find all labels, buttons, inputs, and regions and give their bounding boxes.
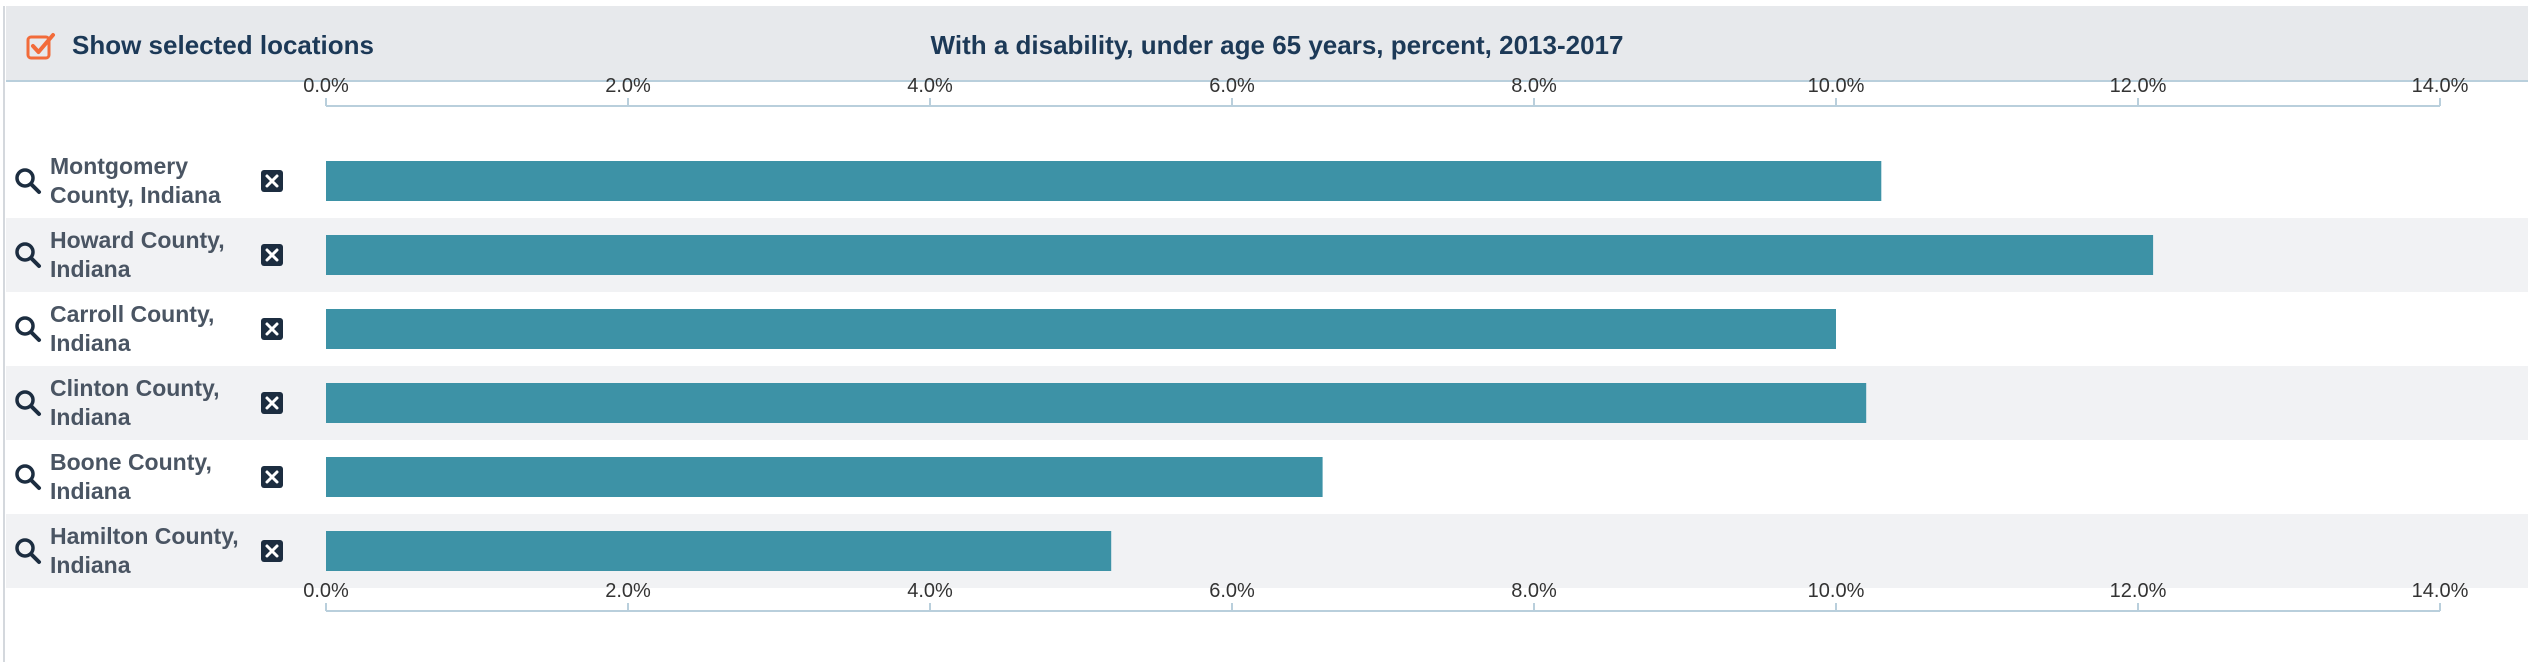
location-label: Clinton County, Indiana [50, 374, 260, 432]
location-label: Boone County, Indiana [50, 448, 260, 506]
search-icon[interactable] [14, 463, 42, 491]
x-tick-label: 6.0% [1209, 75, 1255, 97]
close-icon[interactable] [260, 317, 284, 341]
bar [326, 309, 1836, 349]
show-selected-locations-label: Show selected locations [72, 30, 374, 60]
search-icon[interactable] [14, 241, 42, 269]
x-tick-label: 10.0% [1808, 75, 1865, 97]
x-tick-label: 6.0% [1209, 580, 1255, 602]
search-icon[interactable] [14, 389, 42, 417]
x-tick-label: 4.0% [907, 580, 953, 602]
show-selected-locations-toggle[interactable]: Show selected locations [26, 30, 374, 61]
location-label-line: Hamilton County, [50, 523, 239, 549]
close-icon[interactable] [260, 391, 284, 415]
chart-title: With a disability, under age 65 years, p… [930, 30, 1624, 60]
bar [326, 235, 2154, 275]
search-icon[interactable] [14, 167, 42, 195]
x-tick-label: 12.0% [2110, 75, 2167, 97]
location-label: Montgomery County, Indiana [50, 152, 260, 210]
location-label-line: Montgomery [50, 153, 188, 179]
x-tick-label: 0.0% [303, 580, 349, 602]
location-label-line: Indiana [50, 330, 131, 356]
location-label-line: Howard County, [50, 227, 225, 253]
search-icon[interactable] [14, 537, 42, 565]
location-label-line: Carroll County, [50, 301, 215, 327]
close-icon[interactable] [260, 539, 284, 563]
x-tick-label: 2.0% [605, 580, 651, 602]
location-label: Howard County, Indiana [50, 226, 260, 284]
location-label-line: Boone County, [50, 449, 212, 475]
location-label-line: Clinton County, [50, 375, 220, 401]
location-label: Carroll County, Indiana [50, 300, 260, 358]
location-label: Hamilton County, Indiana [50, 522, 260, 580]
bar [326, 531, 1112, 571]
close-icon[interactable] [260, 243, 284, 267]
search-icon[interactable] [14, 315, 42, 343]
bar [326, 457, 1323, 497]
x-tick-label: 4.0% [907, 75, 953, 97]
location-label-line: County, Indiana [50, 182, 221, 208]
x-tick-label: 8.0% [1511, 580, 1557, 602]
x-tick-label: 2.0% [605, 75, 651, 97]
bar [326, 383, 1867, 423]
close-icon[interactable] [260, 169, 284, 193]
left-border [3, 6, 5, 662]
x-tick-label: 0.0% [303, 75, 349, 97]
close-icon[interactable] [260, 465, 284, 489]
chart-header: Show selected locations With a disabilit… [6, 6, 2528, 82]
bar [326, 161, 1882, 201]
x-tick-label: 10.0% [1808, 580, 1865, 602]
checkbox-checked-icon[interactable] [26, 31, 56, 61]
x-tick-label: 12.0% [2110, 580, 2167, 602]
location-label-line: Indiana [50, 404, 131, 430]
location-label-line: Indiana [50, 552, 131, 578]
location-label-line: Indiana [50, 256, 131, 282]
location-label-line: Indiana [50, 478, 131, 504]
x-tick-label: 14.0% [2412, 75, 2469, 97]
x-tick-label: 8.0% [1511, 75, 1557, 97]
x-tick-label: 14.0% [2412, 580, 2469, 602]
